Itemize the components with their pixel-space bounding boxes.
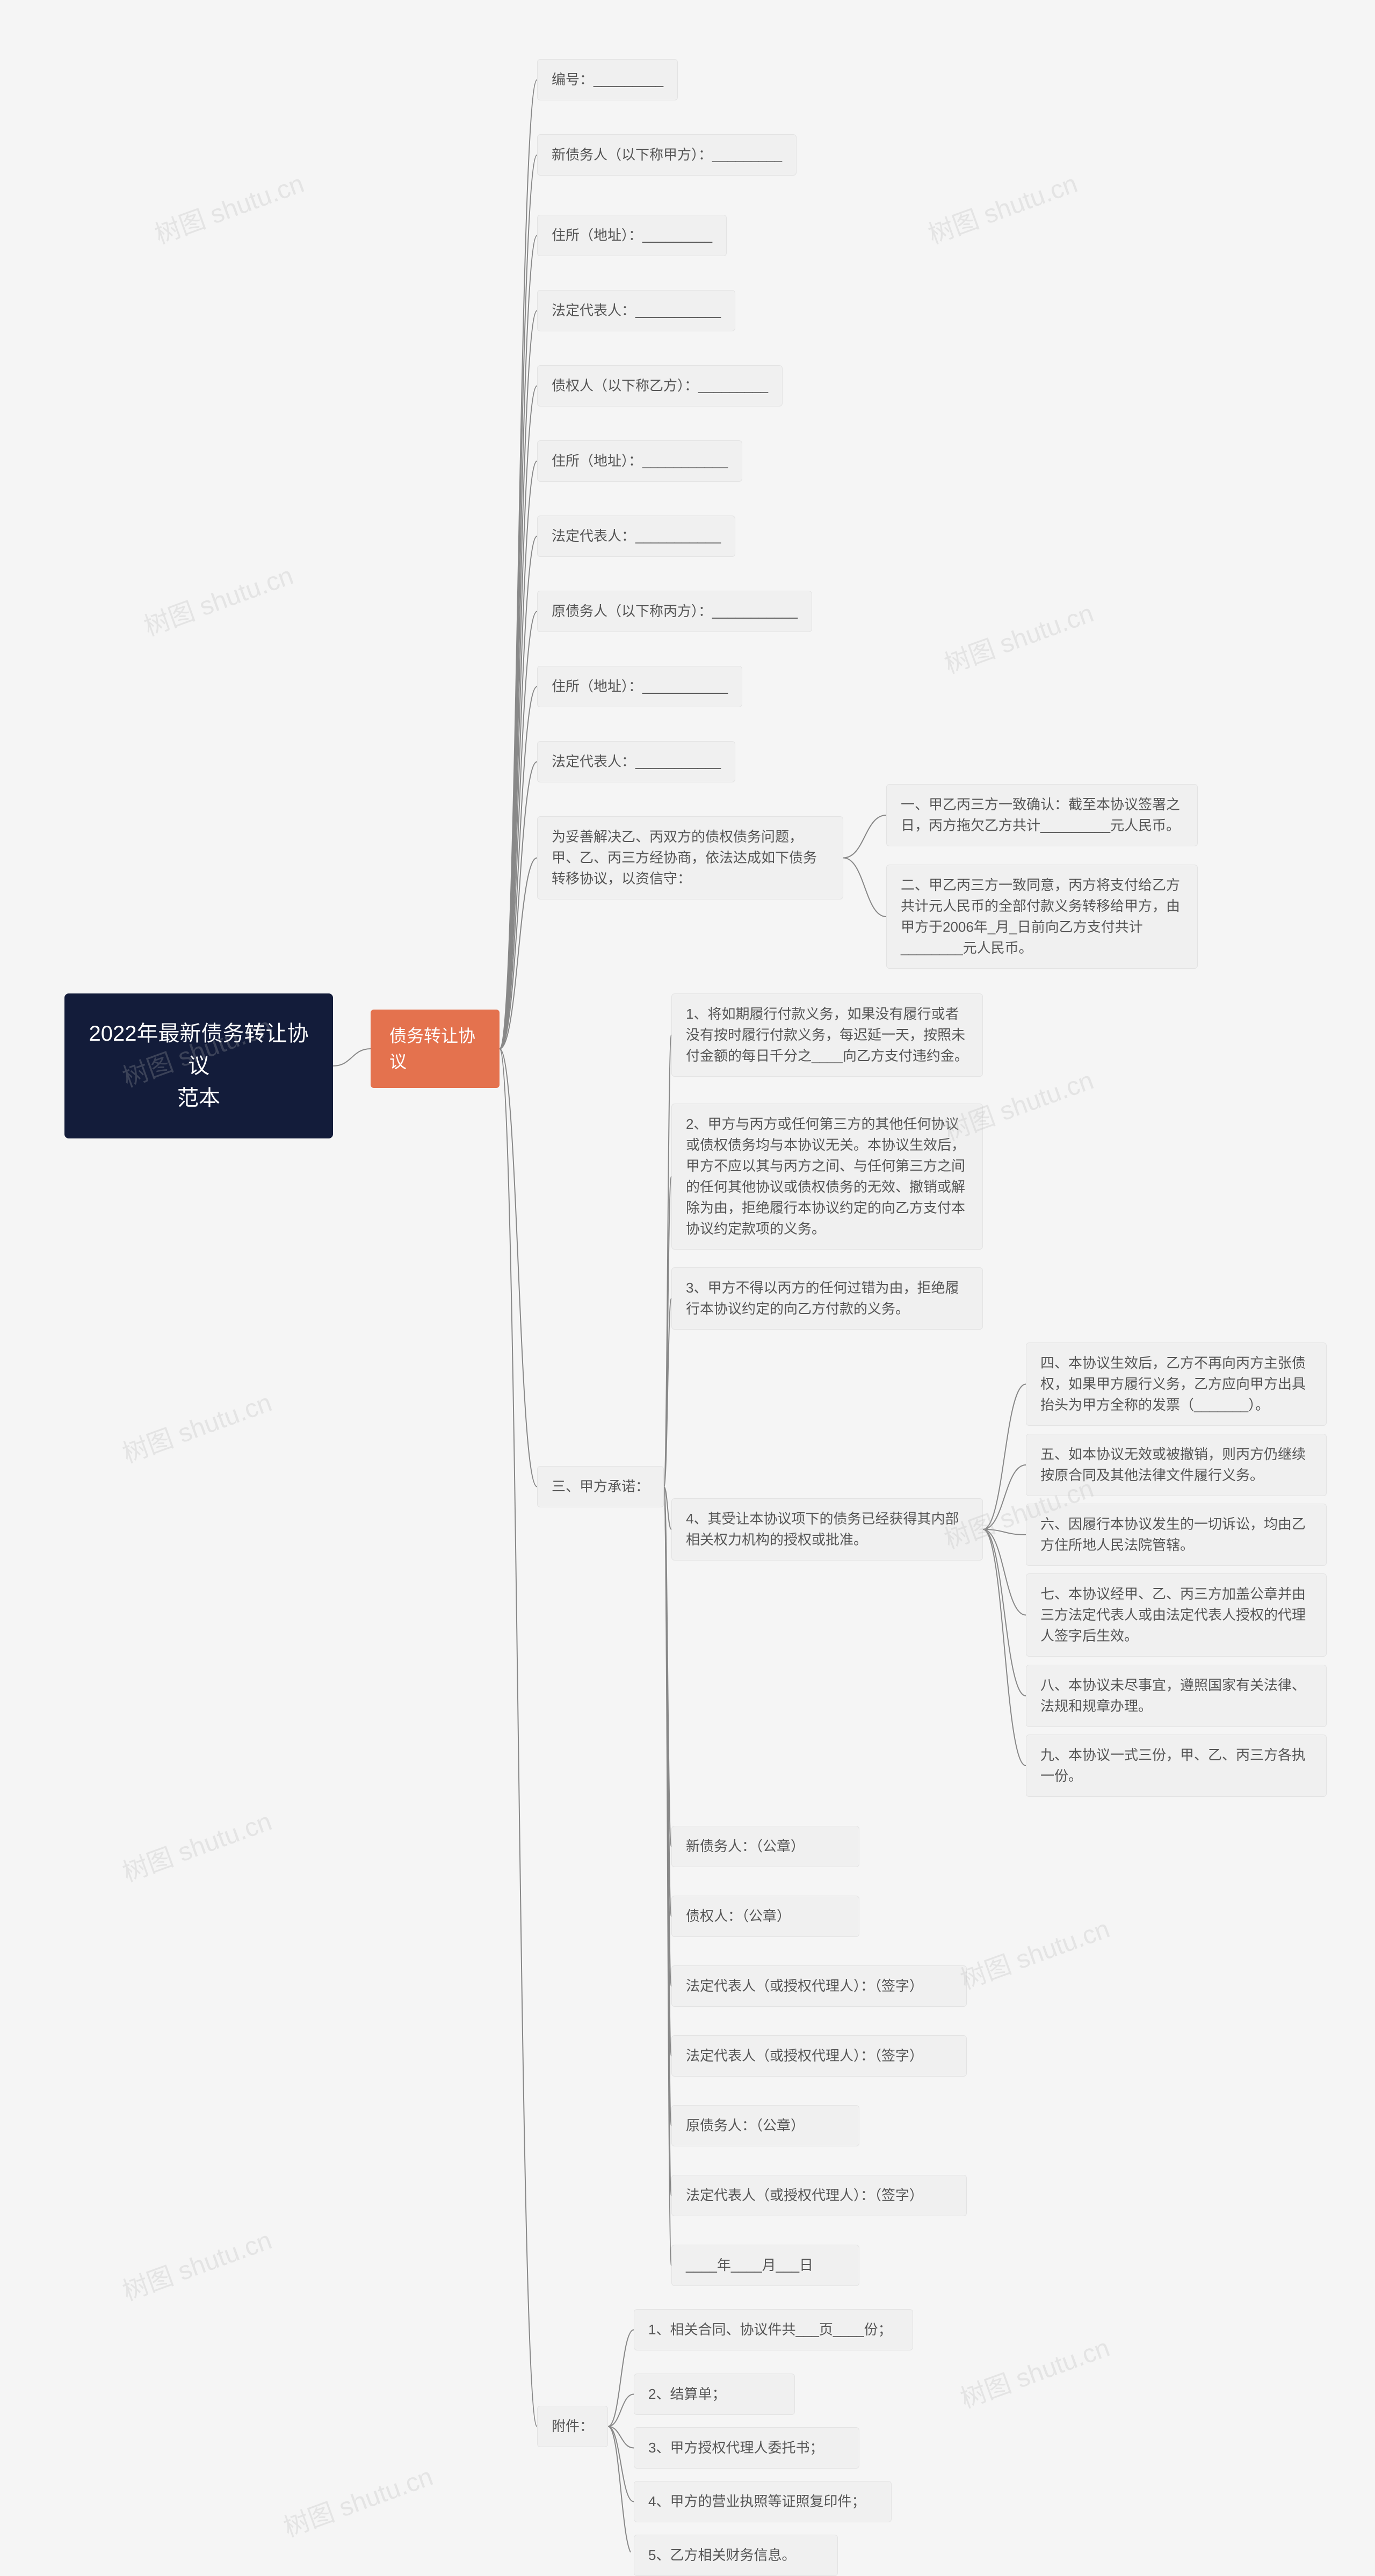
- mindmap-node: 编号：_________: [537, 59, 678, 100]
- mindmap-node: 住所（地址）：___________: [537, 440, 742, 482]
- mindmap-node: 4、其受让本协议项下的债务已经获得其内部相关权力机构的授权或批准。: [671, 1498, 983, 1561]
- mindmap-node: 原债务人（以下称丙方）：___________: [537, 591, 812, 632]
- watermark-text: 树图 shutu.cn: [117, 2219, 276, 2307]
- mindmap-node: 一、甲乙丙三方一致确认：截至本协议签署之日，丙方拖欠乙方共计_________元…: [886, 784, 1198, 846]
- mindmap-node: 法定代表人（或授权代理人）：（签字）: [671, 2175, 967, 2216]
- watermark-text: 树图 shutu.cn: [278, 2455, 437, 2544]
- mindmap-container: 2022年最新债务转让协议 范本债务转让协议 编号：_________ 新债务人（以…: [0, 0, 1375, 2552]
- mindmap-node: 法定代表人（或授权代理人）：（签字）: [671, 2035, 967, 2077]
- mindmap-node: 债务转让协议: [371, 1010, 500, 1088]
- mindmap-node: 法定代表人：___________: [537, 290, 735, 331]
- watermark-text: 树图 shutu.cn: [938, 592, 1098, 680]
- mindmap-node: 住所（地址）：___________: [537, 666, 742, 707]
- mindmap-node: 债权人（以下称乙方）：_________: [537, 365, 783, 407]
- mindmap-node: 附件：: [537, 2406, 608, 2447]
- watermark-text: 树图 shutu.cn: [954, 2326, 1114, 2415]
- mindmap-node: 为妥善解决乙、丙双方的债权债务问题，甲、乙、丙三方经协商，依法达成如下债务转移协…: [537, 816, 843, 899]
- mindmap-node: 七、本协议经甲、乙、丙三方加盖公章并由三方法定代表人或由法定代表人授权的代理人签…: [1026, 1573, 1327, 1657]
- mindmap-node: 债权人：（公章）: [671, 1896, 859, 1937]
- mindmap-node: 2022年最新债务转让协议 范本: [64, 993, 333, 1138]
- mindmap-node: 1、将如期履行付款义务，如果没有履行或者没有按时履行付款义务，每迟延一天，按照未…: [671, 993, 983, 1077]
- mindmap-node: 二、甲乙丙三方一致同意，丙方将支付给乙方共计元人民币的全部付款义务转移给甲方，由…: [886, 865, 1198, 969]
- mindmap-node: 2、甲方与丙方或任何第三方的其他任何协议或债权债务均与本协议无关。本协议生效后，…: [671, 1104, 983, 1250]
- mindmap-node: 3、甲方授权代理人委托书；: [634, 2427, 859, 2469]
- mindmap-node: 4、甲方的营业执照等证照复印件；: [634, 2481, 892, 2522]
- watermark-text: 树图 shutu.cn: [922, 162, 1082, 251]
- mindmap-node: 住所（地址）：_________: [537, 215, 727, 256]
- mindmap-node: 六、因履行本协议发生的一切诉讼，均由乙方住所地人民法院管辖。: [1026, 1504, 1327, 1566]
- mindmap-node: 法定代表人：___________: [537, 516, 735, 557]
- mindmap-node: 法定代表人（或授权代理人）：（签字）: [671, 1965, 967, 2007]
- mindmap-node: 3、甲方不得以丙方的任何过错为由，拒绝履行本协议约定的向乙方付款的义务。: [671, 1267, 983, 1330]
- mindmap-node: 八、本协议未尽事宜，遵照国家有关法律、法规和规章办理。: [1026, 1665, 1327, 1727]
- watermark-text: 树图 shutu.cn: [117, 1800, 276, 1889]
- watermark-text: 树图 shutu.cn: [954, 1907, 1114, 1996]
- mindmap-node: 新债务人：（公章）: [671, 1826, 859, 1867]
- mindmap-node: 五、如本协议无效或被撤销，则丙方仍继续按原合同及其他法律文件履行义务。: [1026, 1434, 1327, 1496]
- mindmap-node: 2、结算单；: [634, 2374, 795, 2415]
- watermark-text: 树图 shutu.cn: [138, 554, 298, 643]
- watermark-text: 树图 shutu.cn: [149, 162, 308, 251]
- mindmap-node: 新债务人（以下称甲方）：_________: [537, 134, 797, 176]
- mindmap-node: ____年____月___日: [671, 2245, 859, 2286]
- mindmap-node: 九、本协议一式三份，甲、乙、丙三方各执一份。: [1026, 1735, 1327, 1797]
- mindmap-node: 原债务人：（公章）: [671, 2105, 859, 2146]
- mindmap-node: 5、乙方相关财务信息。: [634, 2535, 838, 2576]
- mindmap-node: 1、相关合同、协议件共___页____份；: [634, 2309, 913, 2350]
- mindmap-node: 三、甲方承诺：: [537, 1466, 664, 1507]
- mindmap-node: 四、本协议生效后，乙方不再向丙方主张债权，如果甲方履行义务，乙方应向甲方出具抬头…: [1026, 1343, 1327, 1426]
- mindmap-node: 法定代表人：___________: [537, 741, 735, 782]
- watermark-text: 树图 shutu.cn: [117, 1381, 276, 1470]
